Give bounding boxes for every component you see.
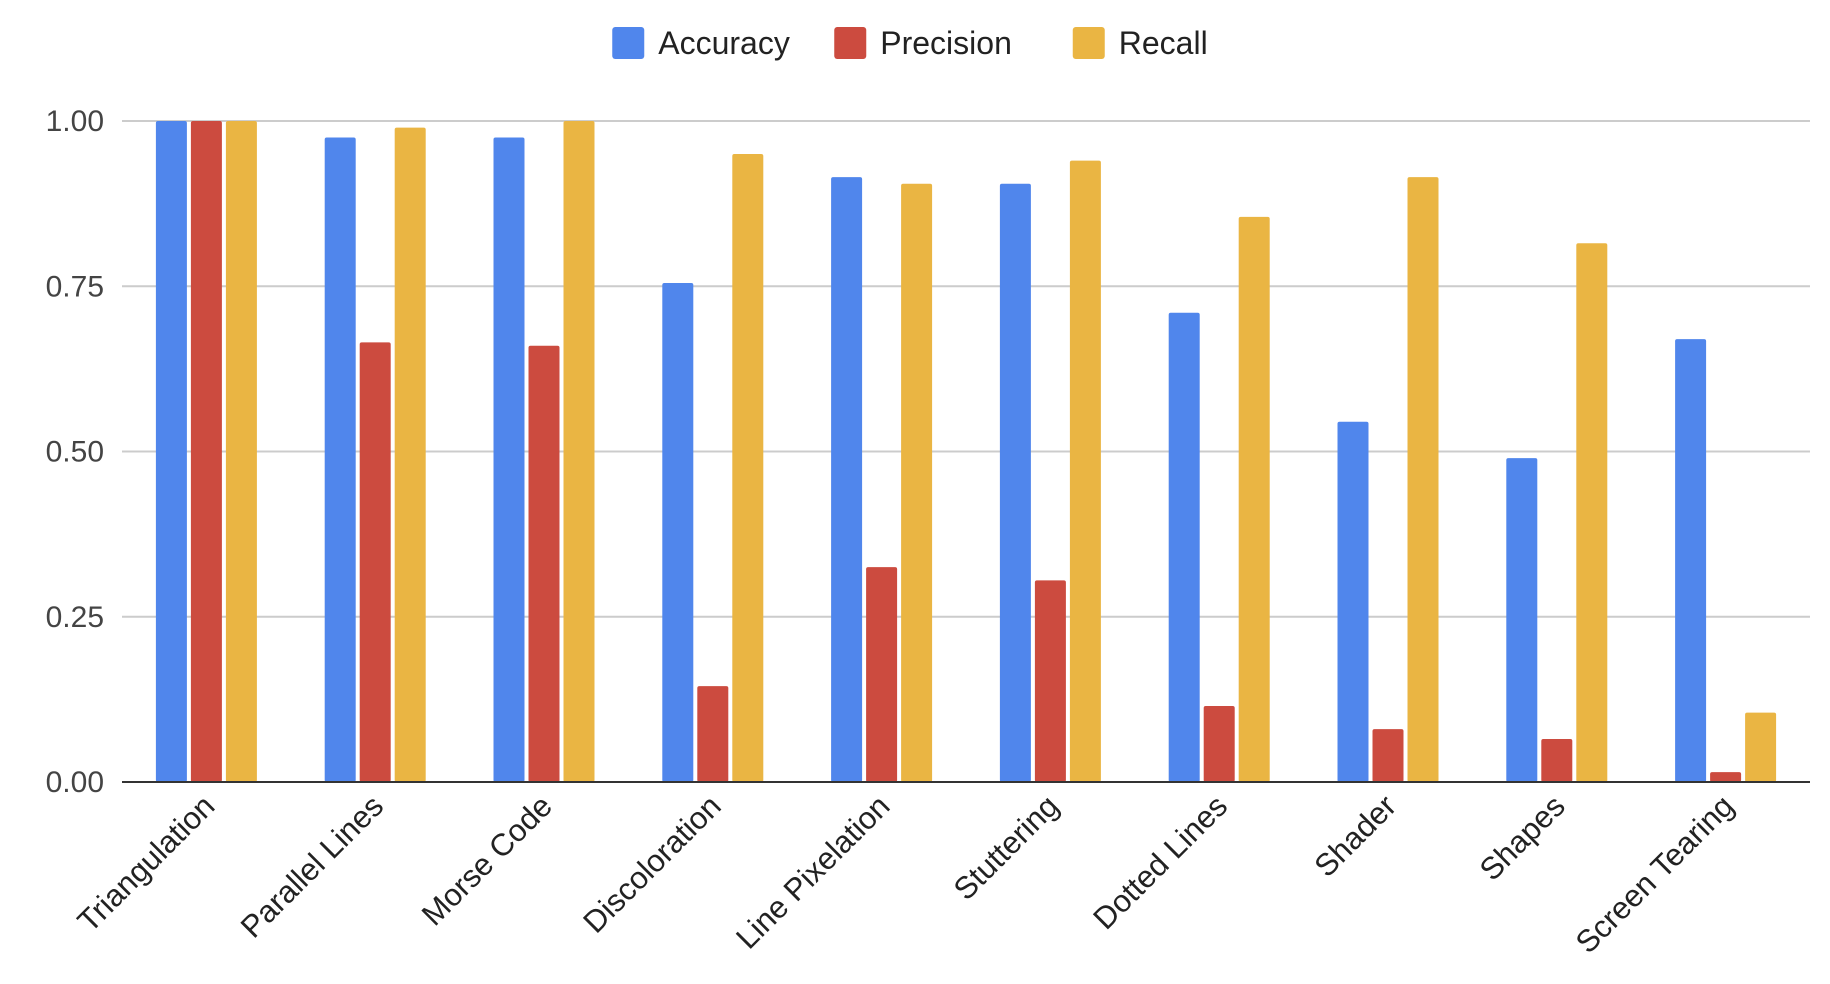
x-tick-label: Triangulation — [71, 788, 222, 939]
bar-accuracy-discoloration — [662, 282, 694, 782]
y-tick-label: 1.00 — [46, 105, 104, 138]
x-axis: Triangulation Parallel Lines Morse Code Dis… — [71, 788, 1741, 960]
bar-recall-line-pixelation — [901, 183, 933, 783]
legend-swatch-recall — [1072, 27, 1105, 59]
legend-label-recall: Recall — [1119, 25, 1208, 61]
bar-recall-shader — [1407, 177, 1439, 782]
bar-accuracy-stuttering — [999, 183, 1031, 783]
bar-recall-morse-code — [563, 121, 595, 782]
bar-recall-screen-tearing — [1745, 712, 1777, 782]
x-tick-label: Screen Tearing — [1569, 788, 1741, 960]
bar-recall-shapes — [1576, 243, 1608, 782]
bar-accuracy-parallel-lines — [324, 137, 356, 782]
y-tick-label: 0.75 — [46, 270, 104, 303]
x-tick-label: Shapes — [1473, 788, 1572, 887]
y-tick-label: 0.25 — [46, 601, 104, 634]
x-tick-label: Dotted Lines — [1086, 788, 1234, 936]
bar-accuracy-morse-code — [493, 137, 525, 782]
bar-precision-shader — [1372, 729, 1404, 782]
legend-swatch-precision — [834, 27, 867, 59]
bar-accuracy-triangulation — [155, 121, 187, 782]
bar-accuracy-line-pixelation — [831, 177, 863, 782]
bar-precision-parallel-lines — [359, 342, 391, 782]
bar-precision-line-pixelation — [866, 567, 898, 782]
bar-precision-triangulation — [190, 121, 222, 782]
y-tick-label: 0.00 — [46, 766, 104, 799]
bar-accuracy-screen-tearing — [1675, 339, 1707, 782]
legend-label-accuracy: Accuracy — [658, 25, 790, 61]
bar-recall-dotted-lines — [1238, 216, 1270, 783]
legend-swatch-accuracy — [612, 27, 645, 59]
bar-precision-discoloration — [697, 686, 729, 782]
y-axis: 0.00 0.25 0.50 0.75 1.00 — [46, 105, 104, 799]
legend-label-precision: Precision — [880, 25, 1012, 61]
y-tick-label: 0.50 — [46, 436, 104, 469]
bar-recall-parallel-lines — [394, 127, 426, 783]
x-tick-label: Line Pixelation — [729, 788, 896, 955]
bar-recall-triangulation — [225, 121, 257, 782]
bar-accuracy-shapes — [1506, 458, 1538, 782]
x-tick-label: Shader — [1308, 788, 1403, 883]
bar-precision-stuttering — [1034, 580, 1066, 782]
bar-accuracy-dotted-lines — [1168, 312, 1200, 782]
bar-recall-discoloration — [732, 154, 764, 783]
bars — [155, 121, 1777, 783]
x-tick-label: Parallel Lines — [234, 788, 390, 944]
x-tick-label: Discoloration — [576, 788, 727, 939]
bar-precision-shapes — [1541, 739, 1573, 782]
bar-recall-stuttering — [1069, 160, 1101, 782]
bar-precision-screen-tearing — [1710, 772, 1742, 782]
bar-precision-dotted-lines — [1203, 705, 1235, 782]
bar-precision-morse-code — [528, 345, 560, 782]
bar-accuracy-shader — [1337, 421, 1369, 782]
x-tick-label: Stuttering — [947, 788, 1066, 907]
legend: Accuracy Precision Recall — [612, 25, 1208, 61]
x-tick-label: Morse Code — [415, 788, 559, 932]
